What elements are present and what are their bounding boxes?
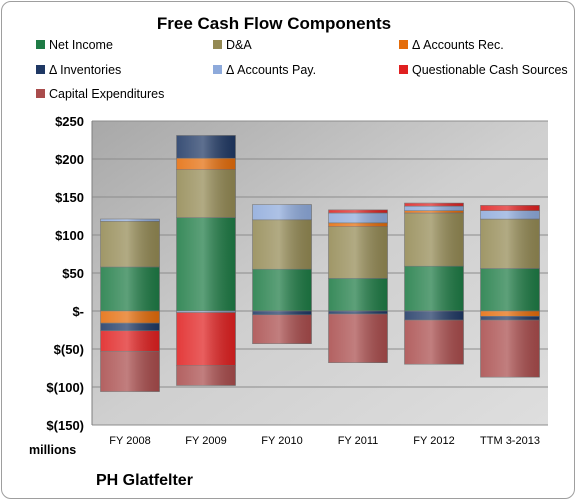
bar-net-income-fy-2012-shade bbox=[404, 266, 464, 311]
bar-questionable-cash-sources-fy-2011-shade bbox=[328, 209, 388, 213]
bar-capital-expenditures-fy-2009-shade bbox=[176, 365, 236, 386]
y-tick-label: $150 bbox=[55, 190, 84, 205]
y-tick-label: $(100) bbox=[46, 380, 84, 395]
legend-item-capital-expenditures: Capital Expenditures bbox=[36, 87, 164, 101]
legend-label: Δ Accounts Rec. bbox=[412, 38, 504, 52]
bar-delta-accounts-rec-ttm-3-2013-shade bbox=[480, 311, 540, 317]
x-tick-label: FY 2012 bbox=[413, 435, 454, 447]
bar-delta-inventories-fy-2008-shade bbox=[100, 323, 160, 331]
bar-questionable-cash-sources-fy-2009-shade bbox=[176, 312, 236, 366]
legend-item-delta-accounts-rec: Δ Accounts Rec. bbox=[399, 38, 504, 52]
bar-capital-expenditures-ttm-3-2013-shade bbox=[480, 320, 540, 378]
x-tick-label: FY 2010 bbox=[261, 435, 302, 447]
x-tick-label: FY 2009 bbox=[185, 435, 226, 447]
legend-swatch bbox=[36, 65, 45, 74]
bar-d-a-fy-2010-shade bbox=[252, 219, 312, 270]
legend-label: Δ Accounts Pay. bbox=[226, 63, 317, 77]
y-tick-label: $100 bbox=[55, 228, 84, 243]
legend-label: Capital Expenditures bbox=[49, 87, 165, 101]
legend-swatch bbox=[36, 40, 45, 49]
bar-delta-accounts-rec-fy-2008-shade bbox=[100, 311, 160, 324]
bar-capital-expenditures-fy-2011-shade bbox=[328, 314, 388, 363]
bar-delta-inventories-fy-2012-shade bbox=[404, 311, 464, 321]
bar-d-a-fy-2008-shade bbox=[100, 221, 160, 267]
x-tick-label: FY 2008 bbox=[109, 435, 150, 447]
x-tick-label: TTM 3-2013 bbox=[480, 435, 540, 447]
legend-swatch bbox=[399, 40, 408, 49]
bar-delta-accounts-pay-fy-2008-shade bbox=[100, 219, 160, 222]
bar-questionable-cash-sources-ttm-3-2013-shade bbox=[480, 205, 540, 211]
y-tick-label: $- bbox=[72, 304, 84, 319]
bar-delta-accounts-pay-fy-2011-shade bbox=[328, 212, 388, 223]
legend-swatch bbox=[399, 65, 408, 74]
bar-capital-expenditures-fy-2008-shade bbox=[100, 351, 160, 392]
legend-item-delta-inventories: Δ Inventories bbox=[36, 63, 121, 77]
legend-label: Questionable Cash Sources bbox=[412, 63, 568, 77]
company-name: PH Glatfelter bbox=[96, 472, 193, 489]
legend-item-net-income: Net Income bbox=[36, 38, 113, 52]
legend-swatch bbox=[213, 40, 222, 49]
y-tick-label: $(150) bbox=[46, 418, 84, 433]
bar-delta-inventories-ttm-3-2013-shade bbox=[480, 316, 540, 321]
legend-label: Net Income bbox=[49, 38, 113, 52]
bar-delta-accounts-pay-ttm-3-2013-shade bbox=[480, 210, 540, 220]
bar-d-a-ttm-3-2013-shade bbox=[480, 219, 540, 269]
y-tick-label: $50 bbox=[62, 266, 84, 281]
bar-d-a-fy-2012-shade bbox=[404, 212, 464, 267]
legend-swatch bbox=[36, 89, 45, 98]
y-tick-label: $250 bbox=[55, 114, 84, 129]
bar-delta-accounts-rec-fy-2009-shade bbox=[176, 158, 236, 170]
units-label: millions bbox=[29, 443, 77, 457]
bar-questionable-cash-sources-fy-2008-shade bbox=[100, 330, 160, 352]
y-tick-label: $(50) bbox=[54, 342, 84, 357]
bar-delta-accounts-pay-fy-2010-shade bbox=[252, 204, 312, 220]
bar-questionable-cash-sources-fy-2012-shade bbox=[404, 203, 464, 207]
bar-delta-inventories-fy-2010-shade bbox=[252, 311, 312, 315]
y-tick-label: $200 bbox=[55, 152, 84, 167]
bar-net-income-fy-2008-shade bbox=[100, 266, 160, 311]
bar-capital-expenditures-fy-2012-shade bbox=[404, 320, 464, 365]
bar-net-income-fy-2010-shade bbox=[252, 269, 312, 311]
bar-net-income-fy-2011-shade bbox=[328, 278, 388, 311]
bar-delta-accounts-rec-fy-2012-shade bbox=[404, 210, 464, 213]
bar-delta-accounts-pay-fy-2009-shade bbox=[176, 311, 236, 313]
bar-net-income-fy-2009-shade bbox=[176, 217, 236, 311]
bar-net-income-ttm-3-2013-shade bbox=[480, 268, 540, 311]
bar-delta-inventories-fy-2011-shade bbox=[328, 311, 388, 315]
chart-title: Free Cash Flow Components bbox=[156, 14, 392, 33]
bar-d-a-fy-2009-shade bbox=[176, 169, 236, 218]
legend-swatch bbox=[213, 65, 222, 74]
bar-delta-accounts-rec-fy-2011-shade bbox=[328, 222, 388, 227]
legend-item-d-a: D&A bbox=[213, 38, 252, 52]
bar-capital-expenditures-fy-2010-shade bbox=[252, 314, 312, 344]
legend-label: D&A bbox=[226, 38, 252, 52]
legend-item-delta-accounts-pay: Δ Accounts Pay. bbox=[213, 63, 316, 77]
bar-delta-accounts-pay-fy-2012-shade bbox=[404, 206, 464, 211]
legend-item-questionable-cash-sources: Questionable Cash Sources bbox=[399, 63, 568, 77]
bar-d-a-fy-2011-shade bbox=[328, 226, 388, 279]
x-tick-label: FY 2011 bbox=[338, 435, 379, 447]
legend-label: Δ Inventories bbox=[49, 63, 122, 77]
bar-delta-inventories-fy-2009-shade bbox=[176, 135, 236, 159]
